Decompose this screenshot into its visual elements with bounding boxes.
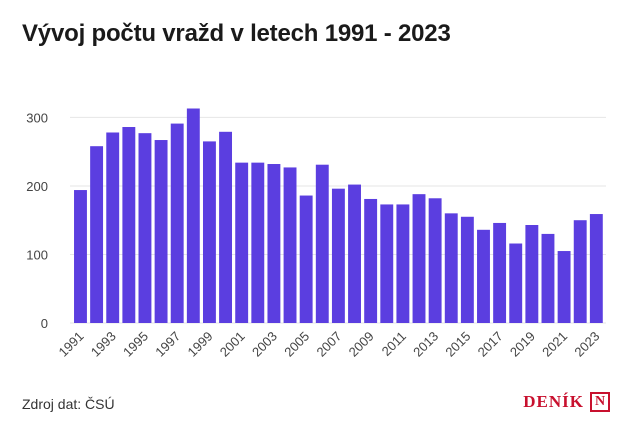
bar-2016 xyxy=(477,229,490,323)
bar-1997 xyxy=(170,123,184,323)
y-tick-label: 100 xyxy=(26,247,48,262)
x-tick-label: 2019 xyxy=(507,329,538,360)
bar-1998 xyxy=(186,108,200,323)
y-tick-label: 0 xyxy=(41,316,48,331)
brand-name: DENÍK xyxy=(523,392,584,411)
bar-2006 xyxy=(315,164,329,323)
x-tick-label: 2001 xyxy=(217,329,248,360)
bar-1994 xyxy=(122,127,136,323)
bar-2022 xyxy=(573,220,587,323)
bar-2021 xyxy=(557,251,571,323)
x-axis-ticks: 1991 1993 1995 1997 1999 2001 2003 2005 2007 2009… xyxy=(56,329,603,360)
bar-2000 xyxy=(219,131,233,323)
bar-2013 xyxy=(428,198,442,323)
bar-2007 xyxy=(331,188,345,323)
x-tick-label: 2007 xyxy=(313,329,344,360)
x-tick-label: 2023 xyxy=(571,329,602,360)
chart-title: Vývoj počtu vražd v letech 1991 - 2023 xyxy=(22,20,451,47)
bar-2004 xyxy=(283,167,297,323)
x-tick-label: 1997 xyxy=(152,329,183,360)
x-tick-label: 2011 xyxy=(379,329,409,359)
bar-1992 xyxy=(90,146,104,323)
bar-1991 xyxy=(74,190,87,323)
x-tick-label: 1993 xyxy=(88,329,119,360)
x-tick-label: 2003 xyxy=(249,329,280,360)
y-tick-label: 300 xyxy=(26,110,48,125)
x-tick-label: 1995 xyxy=(120,329,151,360)
bar-2011 xyxy=(396,204,410,323)
source-note: Zdroj dat: ČSÚ xyxy=(22,396,115,412)
bar-2023 xyxy=(589,214,603,323)
brand-logo: DENÍK N xyxy=(523,392,610,412)
y-axis-ticks: 0 100 200 300 xyxy=(26,110,48,331)
x-tick-label: 2009 xyxy=(346,329,377,360)
bar-1996 xyxy=(154,140,168,323)
x-tick-label: 2021 xyxy=(539,329,570,360)
x-tick-label: 1991 xyxy=(56,329,87,360)
y-tick-label: 200 xyxy=(26,179,48,194)
bar-2019 xyxy=(525,225,539,323)
bar-2008 xyxy=(348,184,361,323)
bar-2017 xyxy=(493,222,507,323)
x-tick-label: 2015 xyxy=(442,329,473,360)
bar-2001 xyxy=(235,162,249,323)
bar-2002 xyxy=(251,162,265,323)
bar-1995 xyxy=(138,133,152,323)
bar-2010 xyxy=(380,204,394,323)
bar-2009 xyxy=(364,198,378,323)
bar-2015 xyxy=(460,216,474,323)
x-tick-label: 1999 xyxy=(185,329,216,360)
bar-2005 xyxy=(299,195,313,323)
bar-2018 xyxy=(509,243,523,323)
x-tick-label: 2005 xyxy=(281,329,312,360)
brand-mark-icon: N xyxy=(590,392,610,412)
bar-1993 xyxy=(106,132,120,323)
bar-2003 xyxy=(267,164,281,323)
x-tick-label: 2013 xyxy=(410,329,441,360)
bar-1999 xyxy=(202,141,216,323)
bar-2014 xyxy=(444,213,458,323)
bar-2020 xyxy=(541,233,555,323)
bars xyxy=(74,108,603,323)
x-tick-label: 2017 xyxy=(475,329,506,360)
bar-2012 xyxy=(412,194,426,323)
